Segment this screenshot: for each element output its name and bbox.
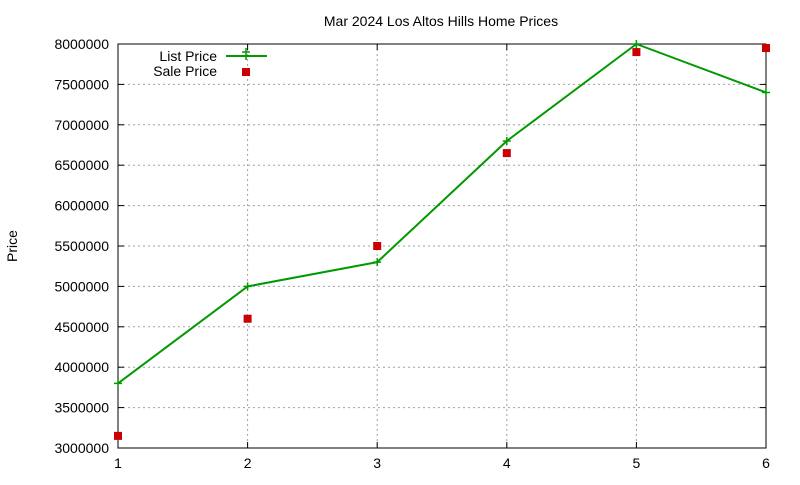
- y-tick-label: 5000000: [54, 278, 109, 294]
- list-price-line: [117, 43, 767, 385]
- sale-price-point: [502, 149, 511, 158]
- legend-marker-list-price: [242, 48, 250, 60]
- y-tick-label: 7000000: [54, 117, 109, 133]
- series: [114, 40, 770, 440]
- list-price-point: [373, 258, 382, 267]
- y-axis-label: Price: [4, 230, 20, 262]
- sale-price-point: [762, 44, 770, 53]
- legend: List Price Sale Price: [153, 48, 267, 79]
- y-tick-label: 5500000: [54, 238, 109, 254]
- x-tick-label: 1: [114, 455, 122, 471]
- list-price-point: [114, 379, 122, 388]
- list-price-point: [632, 40, 641, 48]
- sale-price-point: [114, 431, 122, 440]
- y-tick-label: 4500000: [54, 319, 109, 335]
- y-tick-label: 6000000: [54, 198, 109, 214]
- list-price-point: [762, 88, 770, 97]
- y-tick-label: 6500000: [54, 157, 109, 173]
- grid: [118, 44, 766, 448]
- x-tick-label: 6: [762, 455, 770, 471]
- y-tick-label: 8000000: [54, 36, 109, 52]
- x-tick-label: 2: [244, 455, 252, 471]
- y-axis-tick-labels: 3000000 3500000 4000000 4500000 5000000 55000…: [54, 36, 109, 456]
- list-price-point: [502, 136, 511, 145]
- x-axis-tick-labels: 1 2 3 4 5 6: [114, 455, 770, 471]
- y-tick-label: 4000000: [54, 359, 109, 375]
- sale-price-point: [373, 242, 382, 250]
- legend-label-sale-price: Sale Price: [153, 63, 217, 79]
- sale-price-point: [243, 314, 252, 323]
- legend-label-list-price: List Price: [159, 48, 217, 64]
- x-tick-label: 3: [373, 455, 381, 471]
- legend-marker-sale-price: [242, 68, 250, 76]
- y-tick-label: 3000000: [54, 440, 109, 456]
- y-tick-label: 7500000: [54, 76, 109, 92]
- y-tick-label: 3500000: [54, 400, 109, 416]
- x-tick-label: 5: [633, 455, 641, 471]
- chart-title: Mar 2024 Los Altos Hills Home Prices: [324, 13, 558, 29]
- list-price-point: [243, 282, 252, 291]
- sale-price-point: [632, 48, 641, 57]
- axis-ticks: [117, 43, 767, 449]
- x-tick-label: 4: [503, 455, 511, 471]
